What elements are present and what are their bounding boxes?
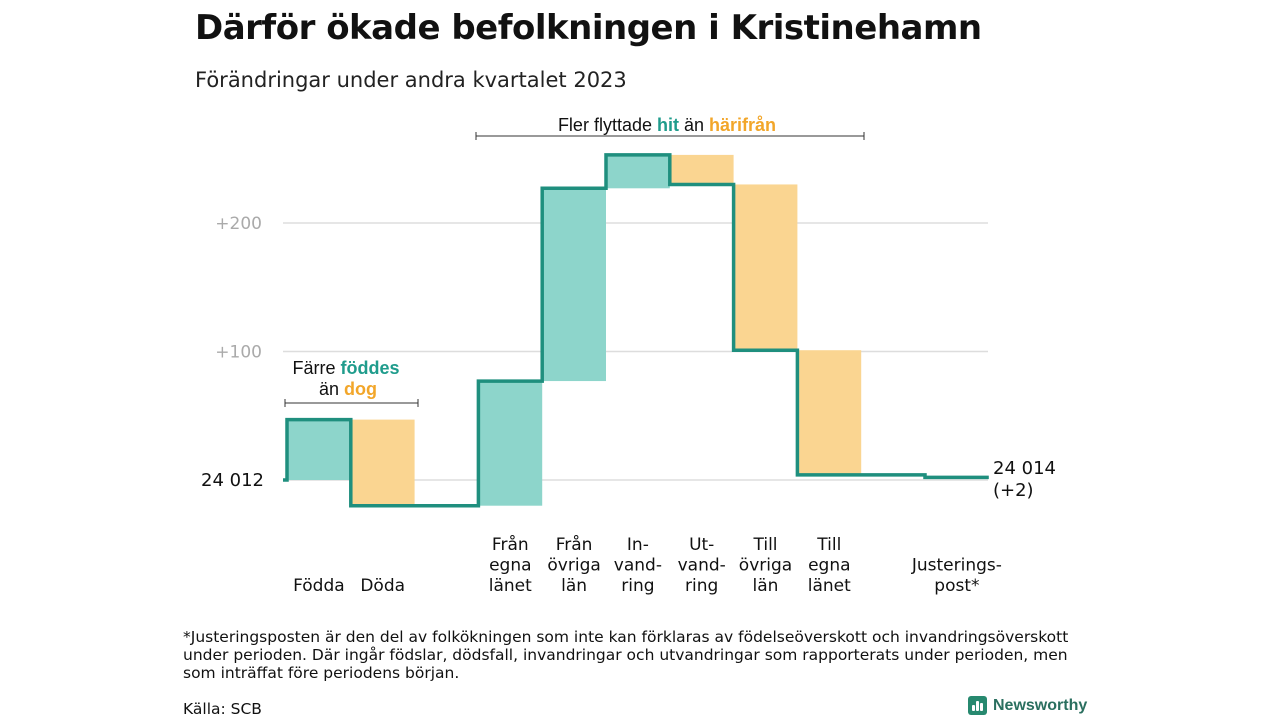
inflow-bar xyxy=(478,381,543,506)
x-category-label: län xyxy=(561,576,587,596)
x-category-label: län xyxy=(753,576,779,596)
footnote: *Justeringsposten är den del av folkökni… xyxy=(183,628,1069,682)
outflow-bar xyxy=(350,419,415,506)
x-category-label: ring xyxy=(621,576,654,596)
line-layer xyxy=(283,153,989,508)
x-category-label: Till xyxy=(816,535,841,555)
x-category-label: egna xyxy=(489,556,531,576)
x-category-label: Till xyxy=(752,535,777,555)
x-category-label: Från xyxy=(492,534,529,555)
source-label: Källa: SCB xyxy=(183,700,262,718)
outflow-bar xyxy=(669,154,734,185)
x-category-label: In- xyxy=(627,535,649,555)
annotation-births-line2: än dog xyxy=(319,379,377,399)
inflow-bar xyxy=(287,419,351,480)
x-category-label: länet xyxy=(489,576,532,596)
x-category-label: Födda xyxy=(293,576,345,596)
x-category-label: övriga xyxy=(739,556,792,576)
x-category-label: länet xyxy=(808,576,851,596)
x-category-label: vand- xyxy=(678,556,726,576)
annotation-births-line1: Färre föddes xyxy=(292,358,399,378)
y-tick-label: +200 xyxy=(215,214,262,234)
brand-logo: Newsworthy xyxy=(968,696,1087,715)
end-value-label: 24 014 xyxy=(993,458,1056,479)
x-category-label: Justerings- xyxy=(911,556,1002,576)
chart-title: Därför ökade befolkningen i Kristinehamn xyxy=(195,8,982,48)
x-category-label: Döda xyxy=(360,576,405,596)
x-category-label: Från xyxy=(556,534,593,555)
outflow-bar xyxy=(797,350,862,475)
x-category-label: övriga xyxy=(547,556,600,576)
outflow-bar xyxy=(733,184,798,351)
x-category-label: post* xyxy=(934,576,979,596)
start-value-label: 24 012 xyxy=(201,470,264,491)
x-category-label: Ut- xyxy=(689,535,714,555)
annotation-migration: Fler flyttade hit än härifrån xyxy=(558,115,776,135)
brand-name: Newsworthy xyxy=(993,696,1088,714)
inflow-bar xyxy=(606,154,670,189)
x-category-label: egna xyxy=(808,556,850,576)
x-category-label: ring xyxy=(685,576,718,596)
chart-subtitle: Förändringar under andra kvartalet 2023 xyxy=(195,68,627,92)
newsworthy-logo-icon xyxy=(968,696,987,715)
population-step-line xyxy=(283,153,989,508)
x-category-label: vand- xyxy=(614,556,662,576)
bar-layer xyxy=(287,154,862,506)
end-change-label: (+2) xyxy=(993,480,1034,501)
y-tick-label: +100 xyxy=(215,343,262,363)
inflow-bar xyxy=(542,188,606,382)
